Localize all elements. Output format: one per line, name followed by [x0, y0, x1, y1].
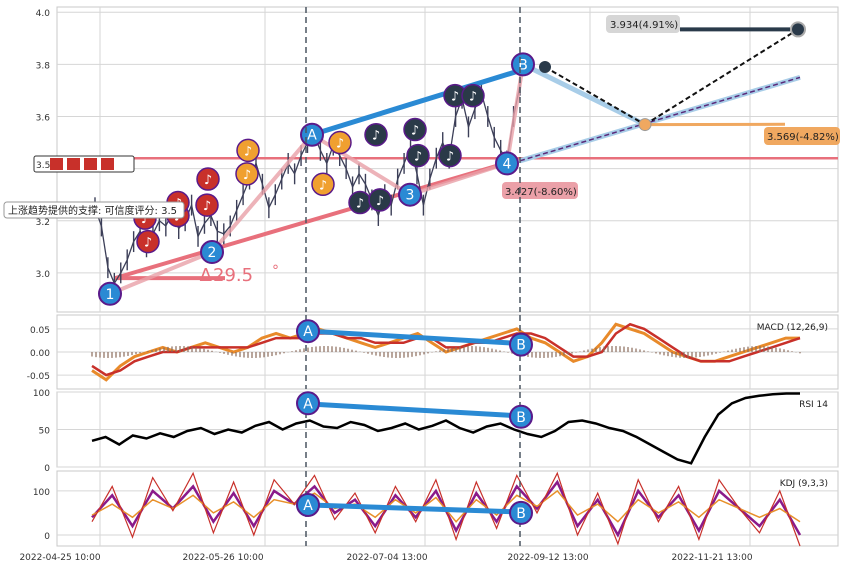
y-tick-label: 50: [39, 427, 51, 437]
x-tick-label: 2022-04-25 10:00: [19, 553, 100, 563]
kdj-point-A-label: A: [303, 498, 313, 514]
pattern-point-A-label: A: [307, 128, 317, 144]
kdj-panel: 100 0 KDJ (9,3,3) A B: [33, 471, 838, 546]
y-tick-label: -0.05: [27, 372, 50, 382]
angle-delta: Δ: [200, 265, 213, 286]
y-tick-label: 4.0: [36, 9, 51, 19]
pattern-point-3-label: 3: [406, 188, 415, 204]
y-tick-label: 3.6: [36, 113, 51, 123]
note-marker-glyph: ♪: [144, 236, 152, 251]
hline-label-glyph: [50, 158, 63, 170]
y-tick-label: 3.8: [36, 61, 51, 71]
rsi-point-A-label: A: [303, 396, 313, 412]
note-marker-glyph: ♪: [451, 90, 459, 105]
x-tick-label: 2022-05-26 10:00: [182, 553, 263, 563]
kdj-point-B-label: B: [516, 506, 526, 522]
projection-point-low: [639, 119, 651, 131]
y-tick-label: 3.2: [36, 218, 50, 228]
rsi-panel: 100 50 0 RSI 14 A B: [33, 389, 838, 474]
note-marker-glyph: ♪: [203, 199, 211, 214]
pattern-point-1-label: 1: [106, 287, 115, 303]
angle-label: 29.5: [213, 265, 253, 286]
note-marker-glyph: ♪: [469, 90, 477, 105]
panel-legend: MACD (12,26,9): [757, 323, 828, 333]
y-tick-label: 100: [33, 488, 50, 498]
angle-degree-sign: °: [272, 263, 279, 279]
x-tick-label: 2022-11-21 13:00: [671, 553, 752, 563]
y-tick-label: 100: [33, 389, 50, 399]
note-marker-glyph: ♪: [204, 173, 212, 188]
y-tick-label: 0: [44, 464, 50, 474]
pattern-point-4-label: 4: [503, 156, 512, 172]
y-tick-label: 0.05: [30, 326, 50, 336]
note-marker-glyph: ♪: [411, 124, 419, 139]
note-marker-glyph: ♪: [336, 137, 344, 152]
x-tick-label: 2022-07-04 13:00: [346, 553, 427, 563]
note-marker-glyph: ♪: [319, 178, 327, 193]
macd-panel: 0.05 0.00 -0.05 MACD (12,26,9) A B: [27, 315, 838, 389]
macd-point-A-label: A: [303, 324, 313, 340]
hline-label-glyph: [101, 158, 114, 170]
y-tick-label: 0.00: [30, 349, 50, 359]
x-tick-label: 2022-09-12 13:00: [507, 553, 588, 563]
note-marker-glyph: ♪: [244, 144, 252, 159]
note-marker-glyph: ♪: [376, 194, 384, 209]
price-panel: 4.03.83.63.43.23.0♪♪♪♪♪♪♪♪♪♪♪♪♪♪♪♪♪♪12A3…: [4, 7, 840, 312]
macd-point-B-label: B: [516, 338, 526, 354]
note-marker-glyph: ♪: [372, 129, 380, 144]
hline-label-glyph: [67, 158, 80, 170]
hline-label-glyph: [84, 158, 97, 170]
pattern-point-2-label: 2: [208, 245, 217, 261]
note-marker-glyph: ♪: [356, 197, 364, 212]
support-label: 上涨趋势提供的支撑: 可信度评分: 3.5: [8, 204, 177, 217]
note-marker-glyph: ♪: [446, 150, 454, 165]
projection-point-high: [791, 22, 805, 36]
rsi-point-B-label: B: [516, 410, 526, 426]
panel-legend: KDJ (9,3,3): [780, 479, 828, 489]
y-tick-label: 0: [44, 532, 50, 542]
projection-point: [539, 61, 551, 73]
annotation-low: 3.569(-4.82%): [767, 132, 839, 143]
y-tick-label: 3.0: [36, 270, 51, 280]
annotation-high: 3.934(4.91%): [610, 20, 678, 31]
note-marker-glyph: ♪: [414, 150, 422, 165]
x-axis-labels: 2022-04-25 10:00 2022-05-26 10:00 2022-07-…: [19, 553, 752, 563]
panel-legend: RSI 14: [799, 400, 828, 410]
note-marker-glyph: ♪: [243, 168, 251, 183]
annotation-drop: 3.427(-8.60%): [505, 187, 577, 198]
hline-label: 3.5: [36, 161, 50, 171]
